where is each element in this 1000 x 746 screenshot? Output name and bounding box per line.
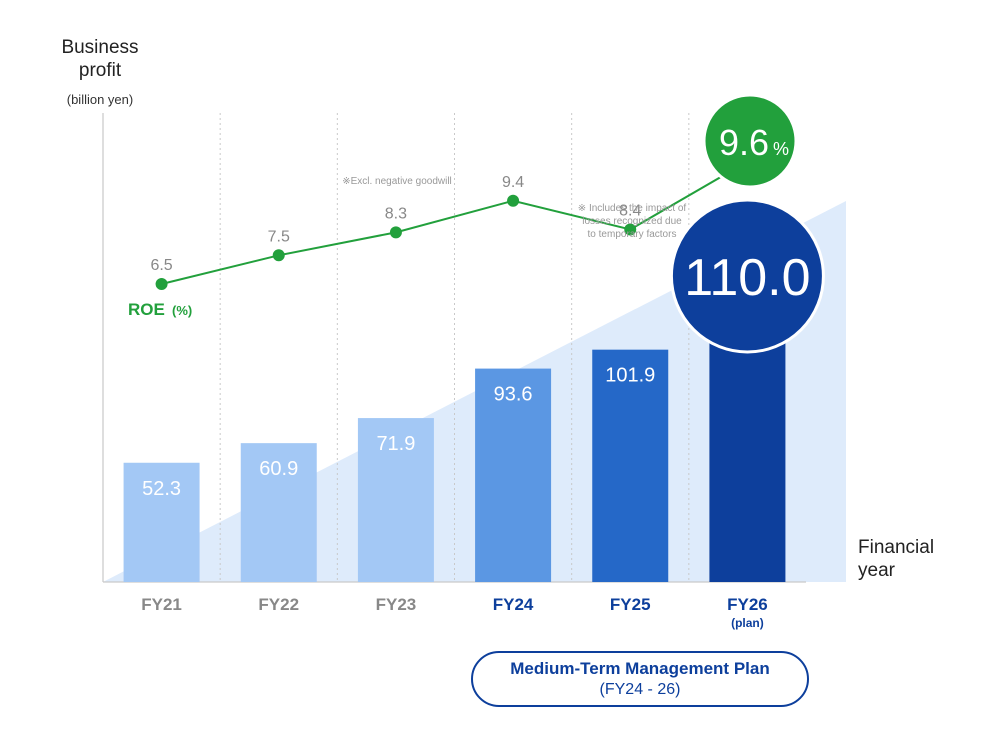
x-axis-title-line2: year (858, 560, 895, 581)
bar-value-label: 71.9 (376, 433, 415, 455)
bar-fy26 (709, 331, 786, 582)
plan-title: Medium-Term Management Plan (510, 659, 770, 678)
roe-series-unit: (%) (172, 303, 192, 318)
annotation-fy25-line: ※ Includes the impact of (578, 203, 687, 214)
annotation-fy23: ※Excl. negative goodwill (342, 176, 452, 187)
roe-value-label: 9.6 (719, 122, 769, 163)
roe-value-label: 8.3 (385, 205, 407, 222)
roe-value-label: 9.4 (502, 174, 524, 191)
bar-fy24 (475, 368, 552, 582)
annotation-fy25-line: to temporary factors (588, 229, 677, 240)
roe-unit-suffix: % (773, 139, 789, 159)
roe-value-label: 6.5 (150, 257, 172, 274)
roe-point (272, 249, 285, 262)
roe-point (155, 278, 168, 290)
category-label: FY24 (493, 595, 534, 614)
roe-series-label: ROE (128, 300, 165, 319)
bar-value-label: 60.9 (259, 458, 298, 480)
x-axis-title-line1: Financial (858, 537, 935, 558)
y-axis-unit: (billion yen) (66, 92, 134, 107)
bar-fy23 (357, 418, 434, 582)
category-label: FY21 (141, 595, 182, 614)
annotation-fy25-line: losses recognized due (582, 216, 682, 227)
category-label: FY25 (610, 595, 651, 614)
plan-range: (FY24 - 26) (599, 681, 681, 698)
bar-value-label: 52.3 (142, 478, 181, 500)
y-axis-title-line2: profit (78, 60, 122, 81)
bar-fy22 (240, 443, 317, 582)
category-label: FY23 (376, 595, 417, 614)
roe-point (389, 226, 402, 239)
bar-fy21 (123, 462, 200, 582)
roe-value-label: 8.4 (619, 202, 641, 219)
category-label: FY22 (258, 595, 299, 614)
fy26-value-circle (669, 198, 825, 354)
medium-term-plan-box: Medium-Term Management Plan (FY24 - 26) (471, 651, 809, 707)
bar-value-label: 93.6 (494, 384, 533, 406)
roe-line (161, 149, 768, 285)
category-sublabel: (plan) (731, 616, 764, 630)
roe-point (624, 223, 637, 236)
bar-value-label: 101.9 (605, 365, 655, 387)
roe-point (507, 194, 520, 207)
y-axis-title-line1: Business (61, 37, 139, 58)
bar-fy25 (592, 349, 669, 582)
x-axis-title: Financial year (858, 536, 934, 582)
y-axis-title: Business profit (40, 36, 160, 82)
roe-value-label: 7.5 (268, 228, 290, 245)
fy26-roe-circle (702, 93, 798, 189)
bar-value-label: 110.0 (684, 249, 810, 307)
category-label: FY26 (727, 595, 768, 614)
